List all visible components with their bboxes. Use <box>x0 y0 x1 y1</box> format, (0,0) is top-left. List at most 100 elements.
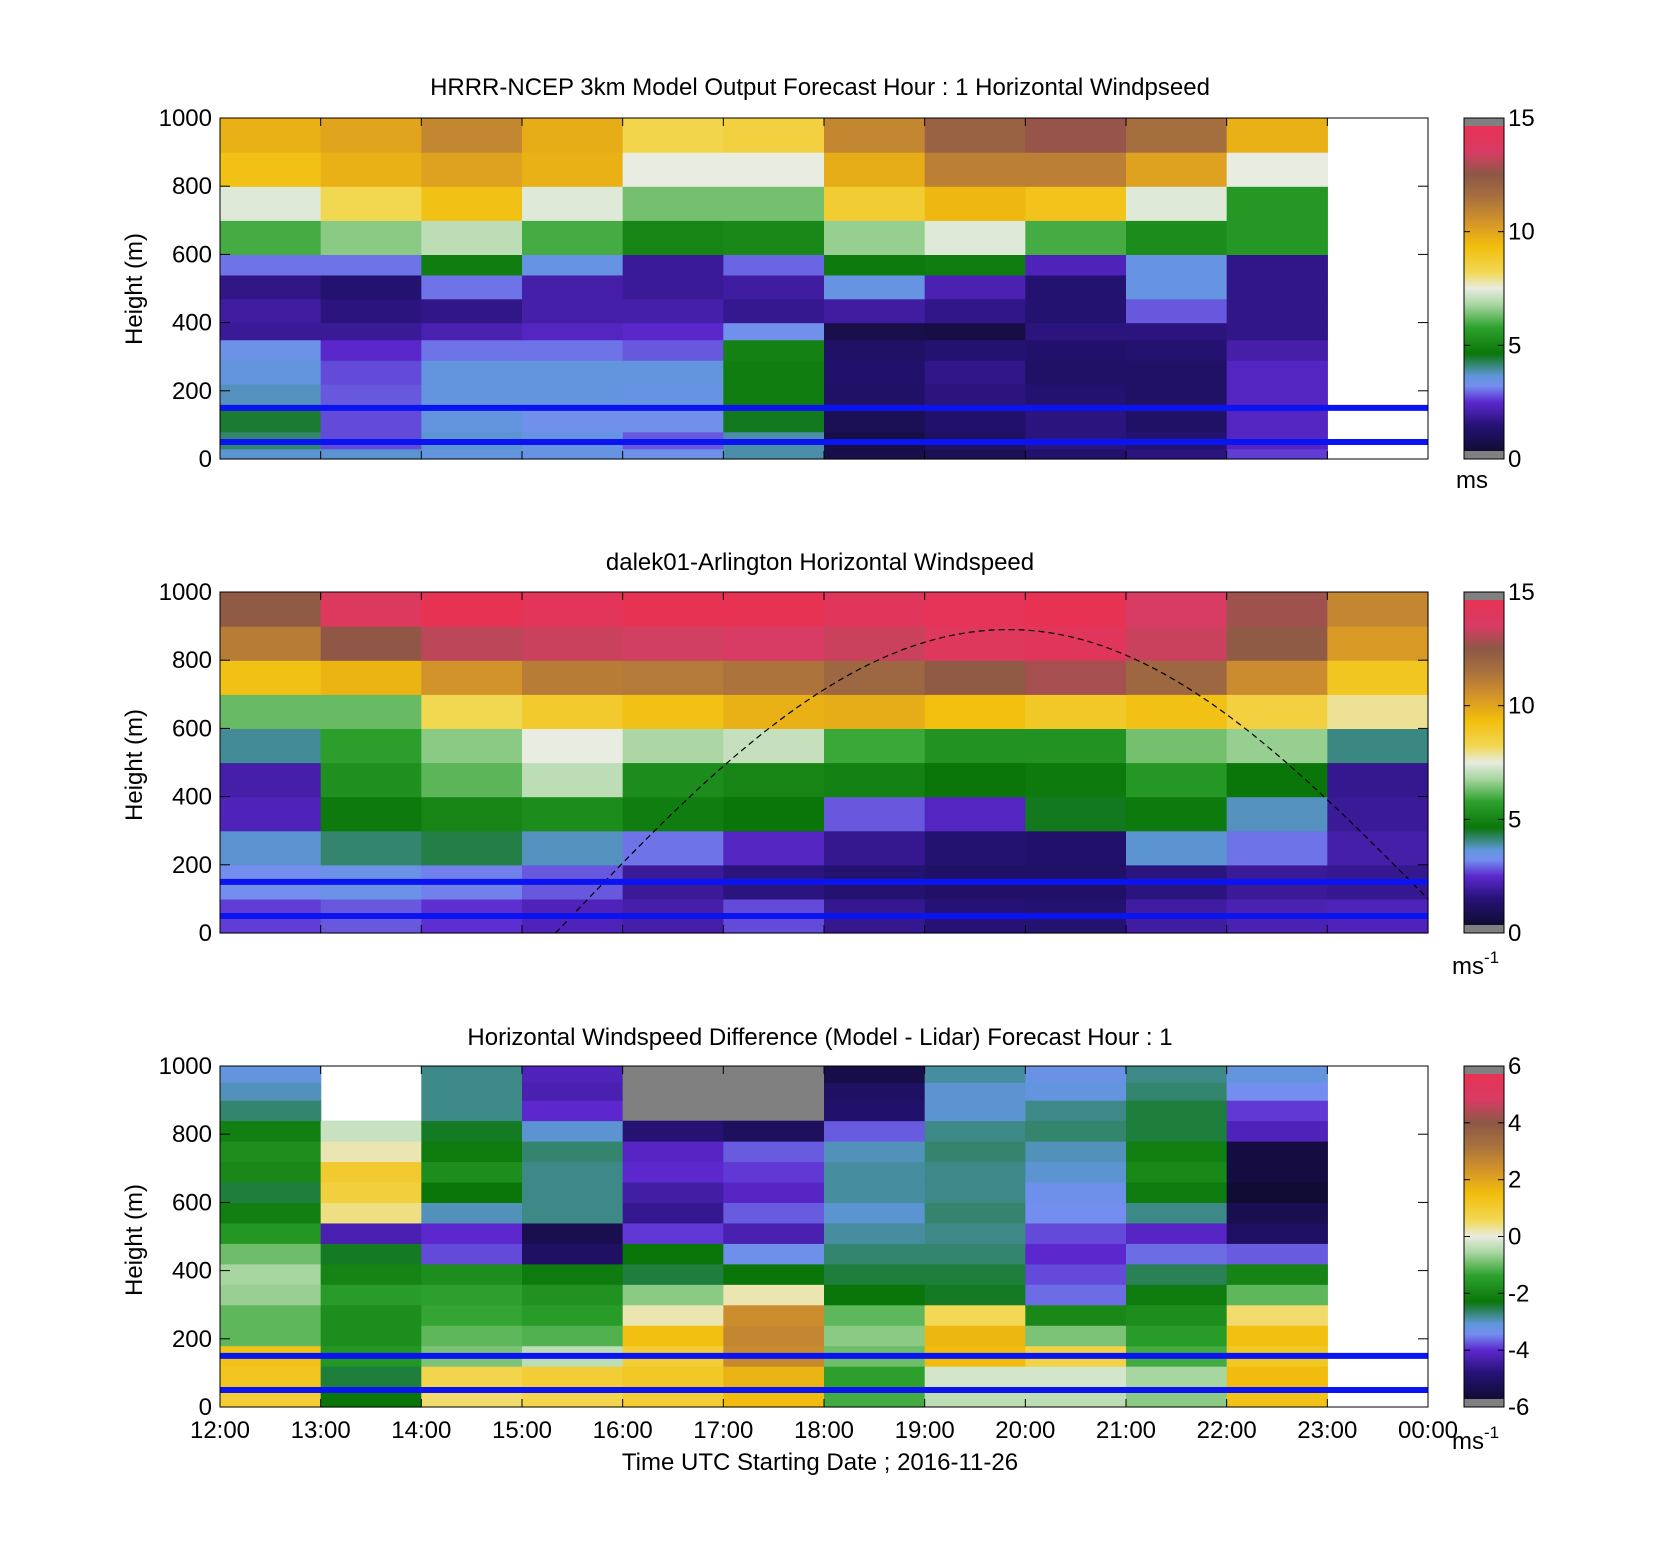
heatmap-cell <box>723 274 825 300</box>
colorbar-tick-label: 5 <box>1508 332 1521 359</box>
heatmap-cell <box>824 796 926 832</box>
heatmap-cell <box>220 383 322 409</box>
heatmap-cell <box>1025 1141 1127 1163</box>
heatmap-cell <box>824 1066 926 1083</box>
heatmap-cell <box>1025 298 1127 324</box>
heatmap-cell <box>924 254 1026 276</box>
heatmap-cell <box>421 339 523 361</box>
heatmap-cell <box>824 1082 926 1101</box>
heatmap-cell <box>1226 1284 1328 1306</box>
panel-lidar: dalek01-Arlington Horizontal Windspeed H… <box>121 549 1535 980</box>
heatmap-cell <box>1226 1082 1328 1101</box>
time-tick-label: 23:00 <box>1297 1417 1357 1444</box>
heatmap-cell <box>320 1284 422 1306</box>
heatmap-cell <box>220 626 322 661</box>
time-tick-label: 12:00 <box>190 1417 250 1444</box>
heatmap-cell <box>924 1284 1026 1306</box>
heatmap-cell <box>320 1202 422 1224</box>
heatmap-cell <box>1126 339 1228 361</box>
heatmap-cell <box>924 1304 1026 1326</box>
heatmap-cell <box>522 1202 624 1224</box>
heatmap-cell <box>622 1366 724 1388</box>
heatmap-cell <box>723 728 825 764</box>
heatmap-cell <box>320 796 422 832</box>
heatmap-cell <box>824 448 926 460</box>
heatmap-cell <box>1226 1263 1328 1285</box>
heatmap-cell <box>1025 592 1127 627</box>
heatmap-cell <box>1327 728 1429 764</box>
heatmap-cell <box>522 1284 624 1306</box>
heatmap-cell <box>1126 1243 1228 1265</box>
heatmap-cell <box>622 1141 724 1163</box>
heatmap-cell <box>723 1161 825 1183</box>
heatmap-cell <box>924 1100 1026 1122</box>
heatmap-cell <box>220 728 322 764</box>
heatmap-cell <box>622 660 724 695</box>
heatmap-cell <box>622 254 724 276</box>
heatmap-cell <box>220 254 322 276</box>
heatmap-cell <box>622 322 724 341</box>
heatmap-cell <box>824 1120 926 1142</box>
colorbar-over <box>1464 592 1504 600</box>
heatmap-cell <box>522 298 624 324</box>
heatmap-cell <box>320 448 422 460</box>
heatmap-cell <box>1025 1222 1127 1244</box>
heatmap-cell <box>723 1181 825 1203</box>
heatmap-cell <box>220 1243 322 1265</box>
heatmap-cell <box>421 830 523 866</box>
heatmap-cell <box>220 1325 322 1347</box>
dashed-curve <box>555 629 1429 934</box>
heatmap-cell <box>723 407 825 433</box>
heatmap-cell <box>522 1082 624 1101</box>
y-tick-label: 600 <box>172 715 212 742</box>
heatmap-cell <box>220 1284 322 1306</box>
heatmap-cell <box>622 830 724 866</box>
heatmap-cell <box>924 407 1026 433</box>
heatmap-cell <box>421 1082 523 1101</box>
heatmap-cell <box>1226 118 1328 153</box>
heatmap-cell <box>723 339 825 361</box>
heatmap-cell <box>220 1202 322 1224</box>
y-tick-label: 1000 <box>159 579 212 606</box>
heatmap-cell <box>220 1100 322 1122</box>
heatmap-cell <box>622 448 724 460</box>
heatmap-cell <box>421 298 523 324</box>
heatmap-cell <box>1025 322 1127 341</box>
heatmap-cell <box>622 339 724 361</box>
heatmap-cell <box>220 1263 322 1285</box>
heatmap-cell <box>824 1366 926 1388</box>
heatmap-cell <box>522 1263 624 1285</box>
time-tick-label: 17:00 <box>693 1417 753 1444</box>
heatmap-cell <box>220 322 322 341</box>
heatmap-cell <box>522 1161 624 1183</box>
panel-difference-colorbar: -6 -4 -2 0 2 4 6 <box>1463 1053 1529 1421</box>
heatmap-cell <box>220 1120 322 1142</box>
heatmap-cell <box>824 322 926 341</box>
time-tick-label: 18:00 <box>794 1417 854 1444</box>
heatmap-cell <box>320 274 422 300</box>
heatmap-cell <box>220 830 322 866</box>
time-tick-label: 16:00 <box>593 1417 653 1444</box>
heatmap-cell <box>824 274 926 300</box>
heatmap-cell <box>1025 728 1127 764</box>
time-tick-label: 14:00 <box>391 1417 451 1444</box>
heatmap-cell <box>421 694 523 729</box>
heatmap-cell <box>320 298 422 324</box>
heatmap-cell <box>220 1082 322 1101</box>
heatmap-cell <box>924 1181 1026 1203</box>
panel-difference-ylabel: Height (m) <box>121 1184 148 1296</box>
heatmap-cell <box>723 186 825 221</box>
heatmap-cell <box>220 360 322 385</box>
heatmap-cell <box>723 448 825 460</box>
heatmap-cell <box>924 1141 1026 1163</box>
y-tick-label: 400 <box>172 310 212 337</box>
x-axis-label: Time UTC Starting Date ; 2016-11-26 <box>622 1449 1018 1476</box>
heatmap-cell <box>622 592 724 627</box>
heatmap-cell <box>220 592 322 627</box>
heatmap-cell <box>522 626 624 661</box>
heatmap-cell <box>924 360 1026 385</box>
time-tick-label: 15:00 <box>492 1417 552 1444</box>
colorbar-gradient <box>1464 126 1504 451</box>
heatmap-cell <box>622 1304 724 1326</box>
heatmap-cell <box>320 1120 422 1142</box>
